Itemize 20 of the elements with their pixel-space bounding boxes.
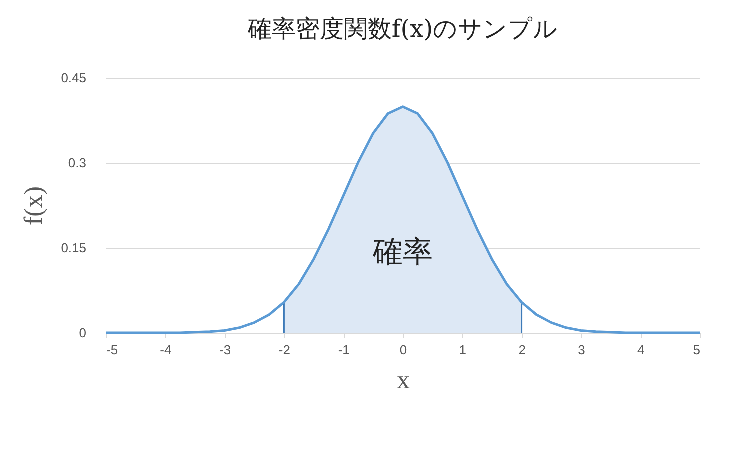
x-tick-label: 4 bbox=[637, 342, 645, 358]
x-tick-label: 3 bbox=[578, 342, 586, 358]
x-axis-title: x bbox=[397, 366, 410, 394]
x-tick-label: 1 bbox=[459, 342, 467, 358]
x-tick-label: 2 bbox=[518, 342, 526, 358]
x-tick-label: 5 bbox=[693, 342, 700, 358]
x-tick-label: -1 bbox=[338, 342, 350, 358]
line-series bbox=[104, 106, 702, 334]
chart-title: 確率密度関数f(x)のサンプル bbox=[246, 15, 558, 43]
y-tick-label: 0.3 bbox=[68, 156, 86, 170]
annotation: 確率 bbox=[372, 235, 433, 270]
x-tick-label: -5 bbox=[106, 342, 118, 358]
x-tick-label: 0 bbox=[400, 342, 408, 358]
x-tick-label: -4 bbox=[160, 342, 172, 358]
x-tick-label: -2 bbox=[278, 342, 290, 358]
x-tick-label: -3 bbox=[220, 342, 232, 358]
y-tick-label: 0.15 bbox=[61, 240, 86, 256]
y-axis-title: f(x) bbox=[19, 186, 48, 226]
y-tick-label: 0 bbox=[79, 326, 86, 340]
y-tick-label: 0.45 bbox=[61, 70, 86, 86]
